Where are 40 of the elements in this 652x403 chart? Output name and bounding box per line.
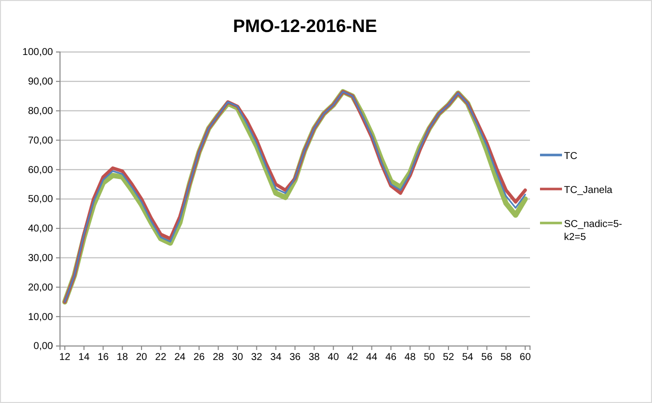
y-tick-label: 30,00 <box>28 253 54 264</box>
legend-label: TC <box>564 151 578 162</box>
legend-label: SC_nadic=5-k2=5 <box>564 219 622 243</box>
x-tick-label: 42 <box>346 352 359 364</box>
x-tick-label: 56 <box>481 352 493 364</box>
x-tick-label: 32 <box>251 352 263 364</box>
x-tick-label: 18 <box>116 352 128 364</box>
x-tick-label: 24 <box>174 352 186 364</box>
x-tick-label: 22 <box>155 352 167 364</box>
x-tick-label: 36 <box>289 352 301 364</box>
x-tick-label: 50 <box>424 352 436 364</box>
x-tick-label: 16 <box>98 352 110 364</box>
legend-label: TC_Janela <box>564 185 613 196</box>
x-tick-label: 60 <box>520 352 532 364</box>
y-tick-label: 60,00 <box>28 164 54 176</box>
y-tick-label: 80,00 <box>28 106 54 117</box>
x-tick-label: 34 <box>270 352 282 364</box>
x-tick-label: 20 <box>136 352 148 364</box>
x-tick-label: 48 <box>404 352 416 364</box>
x-tick-label: 30 <box>232 352 244 364</box>
y-tick-label: 90,00 <box>28 76 54 88</box>
x-tick-label: 40 <box>328 352 340 364</box>
x-tick-label: 52 <box>442 352 454 364</box>
x-tick-label: 44 <box>366 352 378 364</box>
x-tick-label: 12 <box>59 352 71 364</box>
x-tick-label: 38 <box>308 352 320 364</box>
x-tick-label: 28 <box>212 352 224 364</box>
x-tick-label: 46 <box>385 352 397 364</box>
x-tick-label: 54 <box>462 352 474 364</box>
x-tick-label: 58 <box>500 352 512 364</box>
chart-title: PMO-12-2016-NE <box>232 16 378 36</box>
x-tick-label: 26 <box>194 352 206 364</box>
y-tick-label: 0,00 <box>34 341 54 352</box>
y-tick-label: 50,00 <box>28 194 54 206</box>
y-tick-label: 10,00 <box>28 312 54 323</box>
y-tick-label: 100,00 <box>22 47 54 58</box>
y-tick-label: 20,00 <box>28 282 54 294</box>
x-tick-label: 14 <box>78 352 90 364</box>
y-tick-label: 40,00 <box>28 224 54 235</box>
y-tick-label: 70,00 <box>28 135 54 146</box>
